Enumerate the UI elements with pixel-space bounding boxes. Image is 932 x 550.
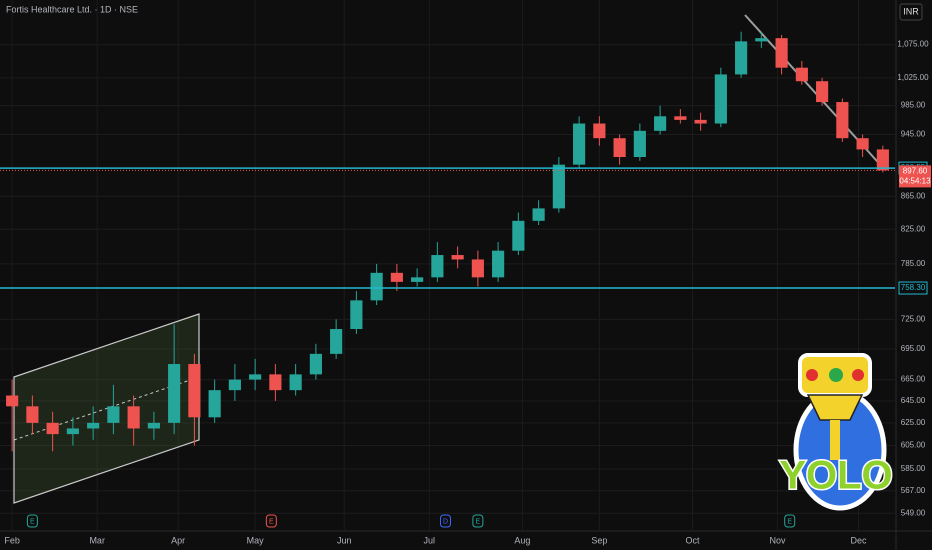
y-tick-label: 825.00	[901, 224, 926, 233]
event-marker[interactable]	[439, 514, 451, 528]
candle-body	[66, 428, 79, 435]
y-tick-label: 865.00	[901, 191, 926, 200]
y-tick-label: 945.00	[901, 130, 926, 139]
candle-body	[593, 123, 606, 139]
event-marker[interactable]	[26, 514, 38, 528]
candle-body	[127, 406, 140, 429]
event-label[interactable]: E	[476, 518, 481, 525]
candle-body	[107, 406, 120, 423]
event-label[interactable]: D	[443, 518, 448, 525]
candle-body	[492, 250, 505, 278]
price-label-box	[898, 281, 928, 295]
candle-body	[431, 255, 444, 278]
y-tick-label: 1,025.00	[897, 73, 929, 82]
candle-body	[613, 138, 626, 158]
last-price: 897.60	[903, 167, 928, 176]
candle-body	[46, 422, 59, 435]
y-tick-label: 585.00	[901, 464, 926, 473]
candle-body	[876, 149, 889, 171]
svg-text:YOLO: YOLO	[779, 454, 892, 498]
candle-body	[633, 130, 646, 158]
x-tick-label: Oct	[686, 535, 701, 545]
x-tick-label: Nov	[770, 535, 787, 545]
event-label[interactable]: E	[269, 518, 274, 525]
candle-body	[6, 395, 19, 407]
candle-body	[775, 38, 788, 68]
candle-body	[816, 81, 829, 103]
x-tick-label: Feb	[4, 535, 20, 545]
yolo-logo: YOLO	[778, 353, 894, 511]
event-label[interactable]: E	[787, 518, 792, 525]
last-price-box	[899, 165, 931, 188]
event-marker[interactable]	[265, 514, 277, 528]
candle-body	[755, 38, 768, 42]
y-tick-label: 1,075.00	[897, 40, 929, 49]
candle-body	[370, 272, 383, 301]
candle-body	[309, 353, 322, 375]
y-tick-label: 725.00	[901, 314, 926, 323]
candle-body	[654, 116, 667, 131]
candle-body	[350, 300, 363, 330]
y-tick-label: 985.00	[901, 101, 926, 110]
candle-body	[188, 364, 201, 418]
y-tick-label: 785.00	[901, 259, 926, 268]
candle-body	[26, 406, 39, 423]
candle-body	[532, 208, 545, 221]
y-tick-label: 625.00	[901, 418, 926, 427]
currency-box[interactable]	[899, 3, 923, 21]
candle-body	[694, 119, 707, 124]
candle-body	[836, 102, 849, 139]
y-tick-label: 605.00	[901, 441, 926, 450]
event-marker[interactable]	[784, 514, 796, 528]
candle-body	[208, 390, 221, 418]
y-tick-label: 645.00	[901, 396, 926, 405]
candle-body	[390, 272, 403, 282]
event-marker[interactable]	[472, 514, 484, 528]
x-tick-label: Dec	[851, 535, 868, 545]
candle-body	[856, 138, 869, 150]
chart-title: Fortis Healthcare Ltd. · 1D · NSE	[6, 4, 138, 14]
candle-body	[411, 277, 424, 282]
candle-body	[471, 259, 484, 278]
price-label: 758.30	[901, 283, 926, 292]
y-tick-label: 567.00	[901, 486, 926, 495]
y-tick-label: 695.00	[901, 344, 926, 353]
candle-body	[147, 422, 160, 429]
candle-body	[735, 41, 748, 75]
candle-body	[674, 116, 687, 120]
candle-body	[714, 74, 727, 124]
x-tick-label: Jun	[337, 535, 352, 545]
x-tick-label: Aug	[514, 535, 530, 545]
x-tick-label: Sep	[591, 535, 607, 545]
candle-body	[451, 255, 464, 260]
candle-body	[269, 374, 282, 391]
candle-body	[289, 374, 302, 391]
candle-body	[330, 329, 343, 354]
y-tick-label: 665.00	[901, 375, 926, 384]
candle-body	[573, 123, 586, 165]
candle-body	[512, 220, 525, 251]
countdown: 04:54:13	[899, 177, 931, 186]
candle-body	[228, 379, 241, 391]
candle-body	[552, 164, 565, 209]
x-tick-label: Apr	[171, 535, 185, 545]
x-tick-label: Mar	[89, 535, 105, 545]
y-tick-label: 549.00	[901, 508, 926, 517]
event-label[interactable]: E	[30, 518, 35, 525]
candle-body	[249, 374, 262, 380]
candle-body	[87, 422, 100, 429]
x-tick-label: May	[247, 535, 265, 545]
x-tick-label: Jul	[424, 535, 436, 545]
candle-body	[795, 67, 808, 82]
candle-body	[168, 364, 181, 423]
currency[interactable]: INR	[903, 6, 919, 16]
